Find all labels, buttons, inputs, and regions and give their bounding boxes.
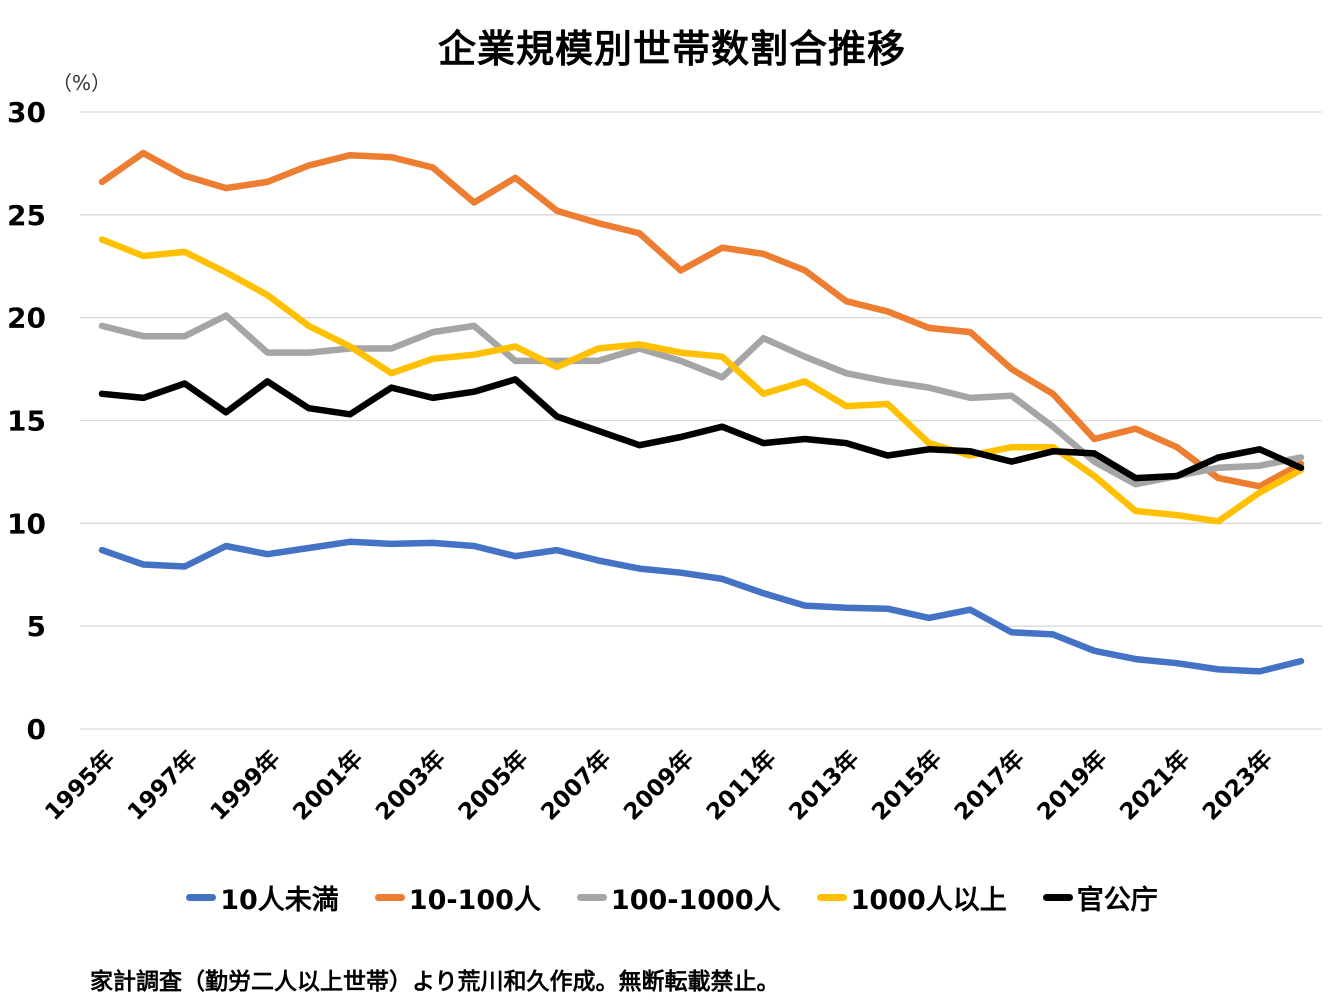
x-tick-label: 2009年 [618,745,699,826]
legend-item: 10-100人 [374,878,541,917]
series-line-1 [98,149,1305,490]
y-tick-label: 5 [27,610,46,643]
y-tick-label: 10 [7,507,46,540]
legend-swatch-icon [374,894,405,901]
x-tick-label: 2003年 [370,745,451,826]
x-tick-label: 2013年 [784,745,865,826]
x-tick-label: 2015年 [867,745,948,826]
x-tick-label: 1997年 [122,745,203,826]
x-axis: 1995年 1997年 1999年 2001年 2003年 2005年 2007年 2009年… [40,745,1278,826]
legend-label: 1000人以上 [850,885,1007,916]
x-tick-label: 1995年 [40,745,121,826]
series-line-2 [98,312,1305,488]
x-tick-label: 1999年 [205,745,286,826]
source-footnote: 家計調査（勤労二人以上世帯）より荒川和久作成。無断転載禁止。 [90,969,780,995]
series-line-3 [98,236,1305,525]
x-tick-label: 2001年 [288,745,369,826]
legend-label: 10人未満 [220,885,339,916]
x-tick-label: 2021年 [1115,745,1196,826]
legend: 10人未満 10-100人 100-1000人 1000人以上 官公庁 [0,878,1344,917]
x-tick-label: 2017年 [949,745,1030,826]
y-axis: 0 5 10 15 20 25 30 [7,96,46,746]
gridlines [80,111,1322,730]
x-tick-label: 2005年 [453,745,534,826]
legend-label: 官公庁 [1076,885,1158,916]
y-tick-label: 30 [7,96,46,129]
x-tick-label: 2019年 [1032,745,1113,826]
series-line-0 [98,538,1305,675]
legend-item: 1000人以上 [816,878,1007,917]
legend-swatch-icon [816,894,847,901]
legend-label: 10-100人 [408,885,541,916]
legend-item: 10人未満 [186,878,339,917]
y-axis-unit-label: （%） [52,71,111,95]
y-tick-label: 25 [7,199,46,232]
x-tick-label: 2023年 [1197,745,1278,826]
series-lines [98,149,1305,675]
x-tick-label: 2011年 [701,745,782,826]
legend-label: 100-1000人 [610,885,781,916]
y-tick-label: 0 [27,713,46,746]
legend-swatch-icon [1042,894,1073,901]
series-line-4 [98,376,1305,482]
legend-swatch-icon [186,894,217,901]
legend-item: 官公庁 [1042,878,1158,917]
y-tick-label: 15 [7,405,46,438]
legend-swatch-icon [576,894,607,901]
legend-item: 100-1000人 [576,878,781,917]
y-tick-label: 20 [7,302,46,335]
chart-title: 企業規模別世帯数割合推移 [437,27,906,71]
x-tick-label: 2007年 [536,745,617,826]
